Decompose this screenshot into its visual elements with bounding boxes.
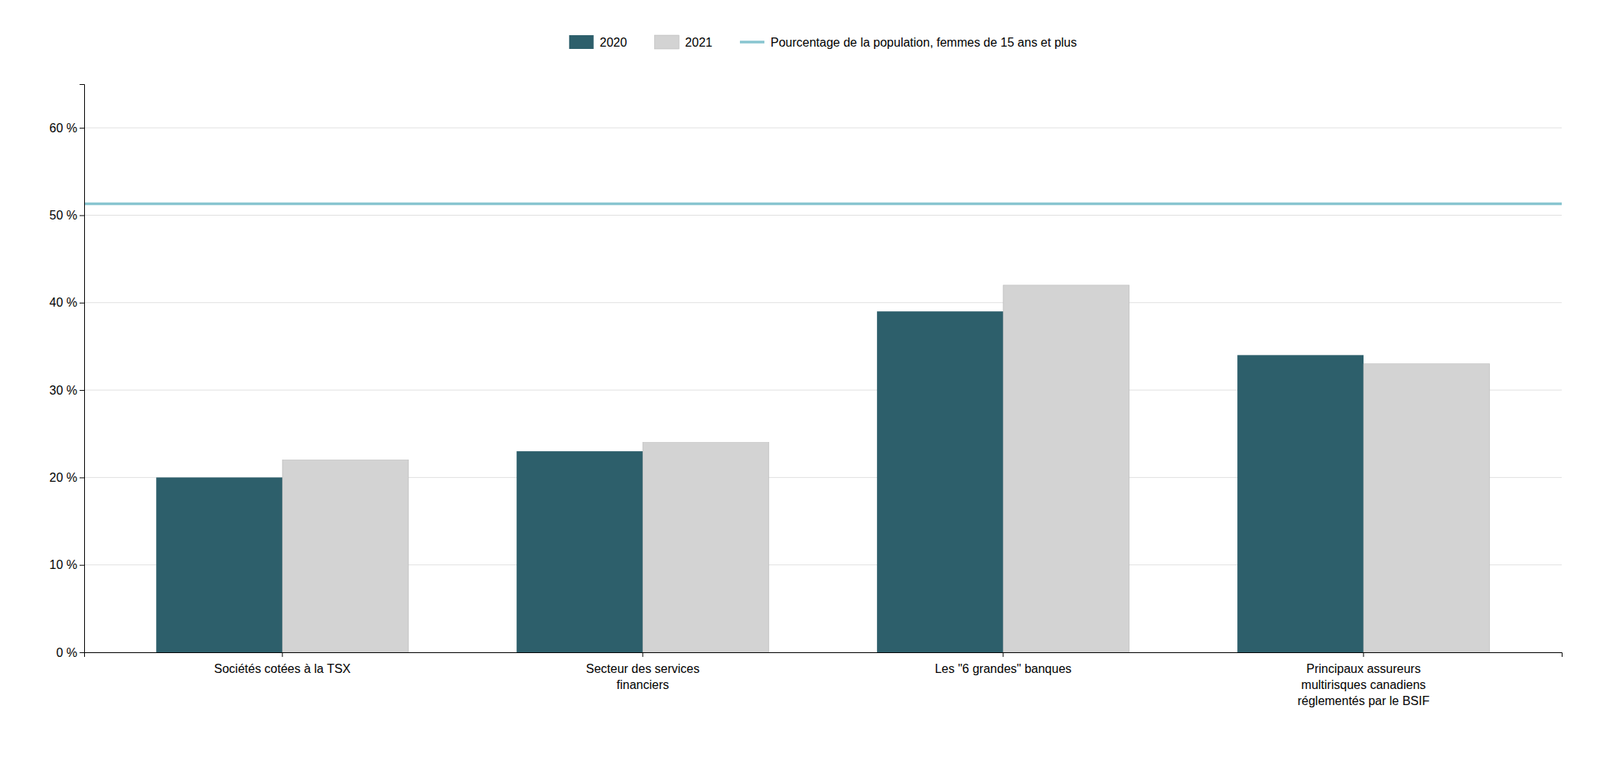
tick-label: 40 % [49, 296, 78, 310]
bar [1003, 285, 1130, 653]
bar-series [156, 311, 1364, 653]
bar [642, 443, 770, 653]
marks [84, 204, 1562, 653]
tick-label-line: réglementés par le BSIF [1297, 694, 1431, 708]
y-tick: 30 % [49, 384, 85, 398]
axis-line [84, 653, 1563, 659]
tick-label: Les "6 grandes" banques [935, 662, 1073, 676]
legend-label: Pourcentage de la population, femmes de … [770, 35, 1077, 49]
tick-label-line: multirisques canadiens [1301, 678, 1427, 692]
reference-line [84, 202, 1562, 206]
grid [84, 127, 1562, 653]
x-axis: Sociétés cotées à la TSX Secteur des serv… [84, 652, 1563, 708]
y-tick: 60 % [49, 121, 85, 135]
legend-item: 2021 [654, 35, 713, 49]
tick-mark [79, 303, 85, 304]
tick-label: 60 % [49, 121, 78, 135]
tick-label: Secteur des services financiers [586, 662, 701, 692]
tick-mark [79, 565, 85, 567]
tick-mark [1002, 652, 1004, 658]
y-axis: 0 % 10 % 20 % 30 % 40 % 50 % 60 % [49, 84, 85, 660]
legend-swatch [654, 35, 679, 49]
bar-series [282, 285, 1490, 653]
plot: 0 % 10 % 20 % 30 % 40 % 50 % 60 % Sociétés coté… [49, 84, 1563, 708]
tick-label: 30 % [49, 384, 78, 398]
axis-line [79, 84, 85, 654]
tick-label-line: Secteur des services [586, 662, 701, 676]
chart: 0 % 10 % 20 % 30 % 40 % 50 % 60 % Sociétés coté… [0, 0, 1600, 767]
grid-line [84, 215, 1562, 216]
bar [1237, 355, 1364, 653]
x-tick: Sociétés cotées à la TSX [214, 652, 352, 676]
y-tick: 10 % [49, 558, 85, 572]
tick-label: 20 % [49, 471, 78, 485]
tick-mark [642, 652, 644, 658]
tick-mark [79, 127, 85, 129]
tick-mark [79, 477, 85, 479]
x-tick: Secteur des services financiers [586, 652, 701, 692]
bar [1363, 364, 1490, 653]
bar [876, 311, 1004, 653]
tick-label-line: Sociétés cotées à la TSX [214, 662, 352, 676]
bar [282, 460, 409, 653]
tick-mark [79, 390, 85, 392]
tick-label: 0 % [55, 646, 78, 660]
tick-label-line: Principaux assureurs [1306, 662, 1421, 676]
x-tick: Les "6 grandes" banques [935, 652, 1073, 676]
tick-label-line: Les "6 grandes" banques [935, 662, 1073, 676]
legend-label: 2021 [684, 35, 713, 49]
y-tick: 20 % [49, 471, 85, 485]
tick-label: 10 % [49, 558, 78, 572]
tick-label: Sociétés cotées à la TSX [214, 662, 352, 676]
tick-label-line: financiers [616, 678, 669, 692]
legend-item: Pourcentage de la population, femmes de … [739, 35, 1077, 49]
tick-label: 50 % [49, 208, 78, 222]
grid-line [84, 302, 1562, 304]
tick-mark [79, 652, 85, 654]
tick-mark [1362, 652, 1364, 658]
tick-label: Principaux assureurs multirisques canadie… [1297, 662, 1431, 708]
bar [156, 477, 283, 653]
bar [516, 451, 643, 653]
tick-mark [79, 215, 85, 216]
legend-item: 2020 [569, 35, 628, 49]
legend: 2020 2021 Pourcentage de la population, fe… [569, 35, 1077, 49]
legend-swatch [739, 40, 765, 44]
legend-label: 2020 [599, 35, 628, 49]
y-tick: 40 % [49, 296, 85, 310]
grid-line [84, 127, 1562, 129]
x-tick: Principaux assureurs multirisques canadie… [1297, 652, 1431, 708]
y-tick: 0 % [55, 646, 85, 660]
legend-swatch [569, 35, 594, 49]
tick-mark [282, 652, 284, 658]
y-tick: 50 % [49, 208, 85, 222]
